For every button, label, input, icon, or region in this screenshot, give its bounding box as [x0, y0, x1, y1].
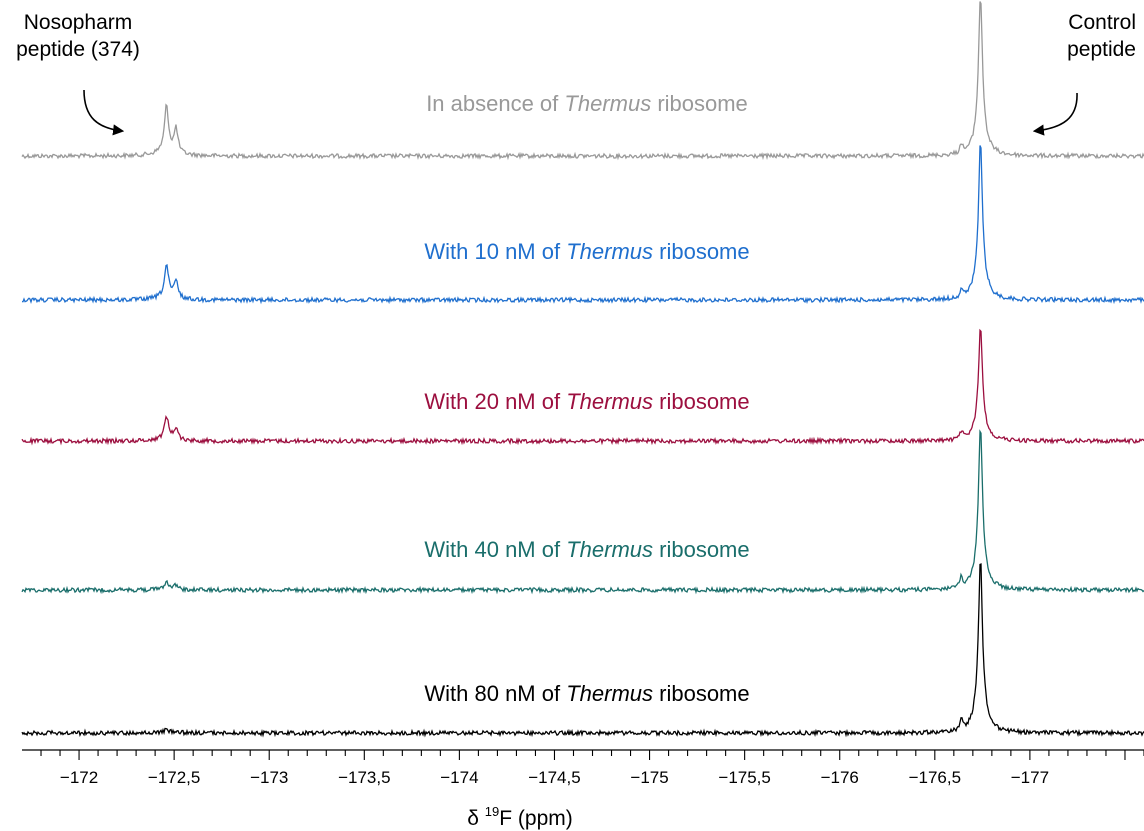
- x-tick-label: −177: [1011, 768, 1049, 787]
- series-label-italic: Thermus: [566, 681, 653, 706]
- series-label-prefix: In absence of: [426, 91, 564, 116]
- x-tick-label: −174,5: [528, 768, 580, 787]
- series-label-3: With 20 nM of Thermus ribosome: [424, 389, 749, 414]
- series-label-prefix: With 10 nM of: [424, 239, 566, 264]
- x-tick-label: −175,5: [718, 768, 770, 787]
- x-tick-label: −176: [821, 768, 859, 787]
- x-tick-label: −173,5: [338, 768, 390, 787]
- series-label-prefix: With 20 nM of: [424, 389, 566, 414]
- annotation-nosopharm: Nosopharm peptide (374): [16, 11, 140, 61]
- x-tick-label: −172,5: [148, 768, 200, 787]
- x-axis-label-prefix: δ: [467, 807, 485, 830]
- x-tick-label: −172: [60, 768, 98, 787]
- series-label-suffix: ribosome: [653, 389, 750, 414]
- x-tick-label: −174: [440, 768, 478, 787]
- x-axis-label: δ 19F (ppm): [467, 804, 573, 830]
- spectrum-trace-3: [21, 328, 1144, 446]
- series-label-italic: Thermus: [566, 239, 653, 264]
- annotation-arrow-left: [83, 89, 125, 136]
- annotations: Nosopharm peptide (374) Control peptide: [16, 11, 1136, 136]
- series-label-italic: Thermus: [566, 389, 653, 414]
- x-axis-label-suffix: F (ppm): [499, 807, 573, 830]
- annotation-line: peptide (374): [16, 38, 140, 61]
- series-label-prefix: With 40 nM of: [424, 537, 566, 562]
- series-label-italic: Thermus: [566, 537, 653, 562]
- spectrum-trace-5: [21, 563, 1144, 738]
- annotation-control: Control peptide: [1067, 11, 1136, 61]
- annotation-line: peptide: [1067, 38, 1136, 61]
- annotation-arrow-right: [1032, 92, 1078, 136]
- series-label-italic: Thermus: [564, 91, 651, 116]
- series-label-4: With 40 nM of Thermus ribosome: [424, 537, 749, 562]
- series-label-1: In absence of Thermus ribosome: [426, 91, 748, 116]
- spectrum-trace-4: [21, 429, 1144, 595]
- series-label-suffix: ribosome: [653, 239, 750, 264]
- x-axis-label-sup: 19: [485, 804, 499, 819]
- spectra-group: [21, 1, 1144, 738]
- spectrum-trace-2: [21, 145, 1144, 305]
- series-label-suffix: ribosome: [653, 537, 750, 562]
- x-axis: −172 −172,5 −173 −173,5 −174 −174,5 −175 −175,5…: [22, 749, 1144, 787]
- spectrum-trace-1: [21, 1, 1144, 161]
- x-tick-label: −173: [250, 768, 288, 787]
- series-label-prefix: With 80 nM of: [424, 681, 566, 706]
- x-tick-label: −175: [630, 768, 668, 787]
- series-label-5: With 80 nM of Thermus ribosome: [424, 681, 749, 706]
- series-label-suffix: ribosome: [651, 91, 748, 116]
- annotation-line: Control: [1068, 11, 1136, 34]
- x-tick-label: −176,5: [909, 768, 961, 787]
- series-label-suffix: ribosome: [653, 681, 750, 706]
- series-label-2: With 10 nM of Thermus ribosome: [424, 239, 749, 264]
- annotation-line: Nosopharm: [24, 11, 133, 34]
